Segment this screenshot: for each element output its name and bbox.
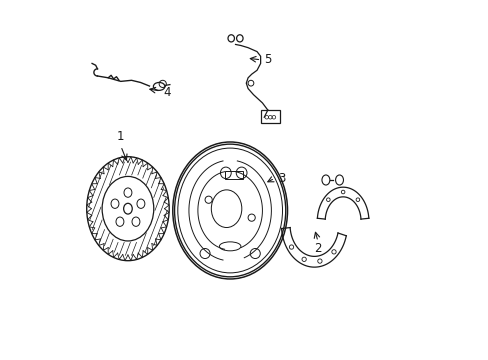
- Text: 2: 2: [314, 242, 321, 255]
- Ellipse shape: [172, 142, 287, 279]
- Text: 5: 5: [264, 53, 271, 66]
- Text: 3: 3: [278, 172, 285, 185]
- Text: 4: 4: [163, 86, 171, 99]
- Text: 1: 1: [117, 130, 124, 144]
